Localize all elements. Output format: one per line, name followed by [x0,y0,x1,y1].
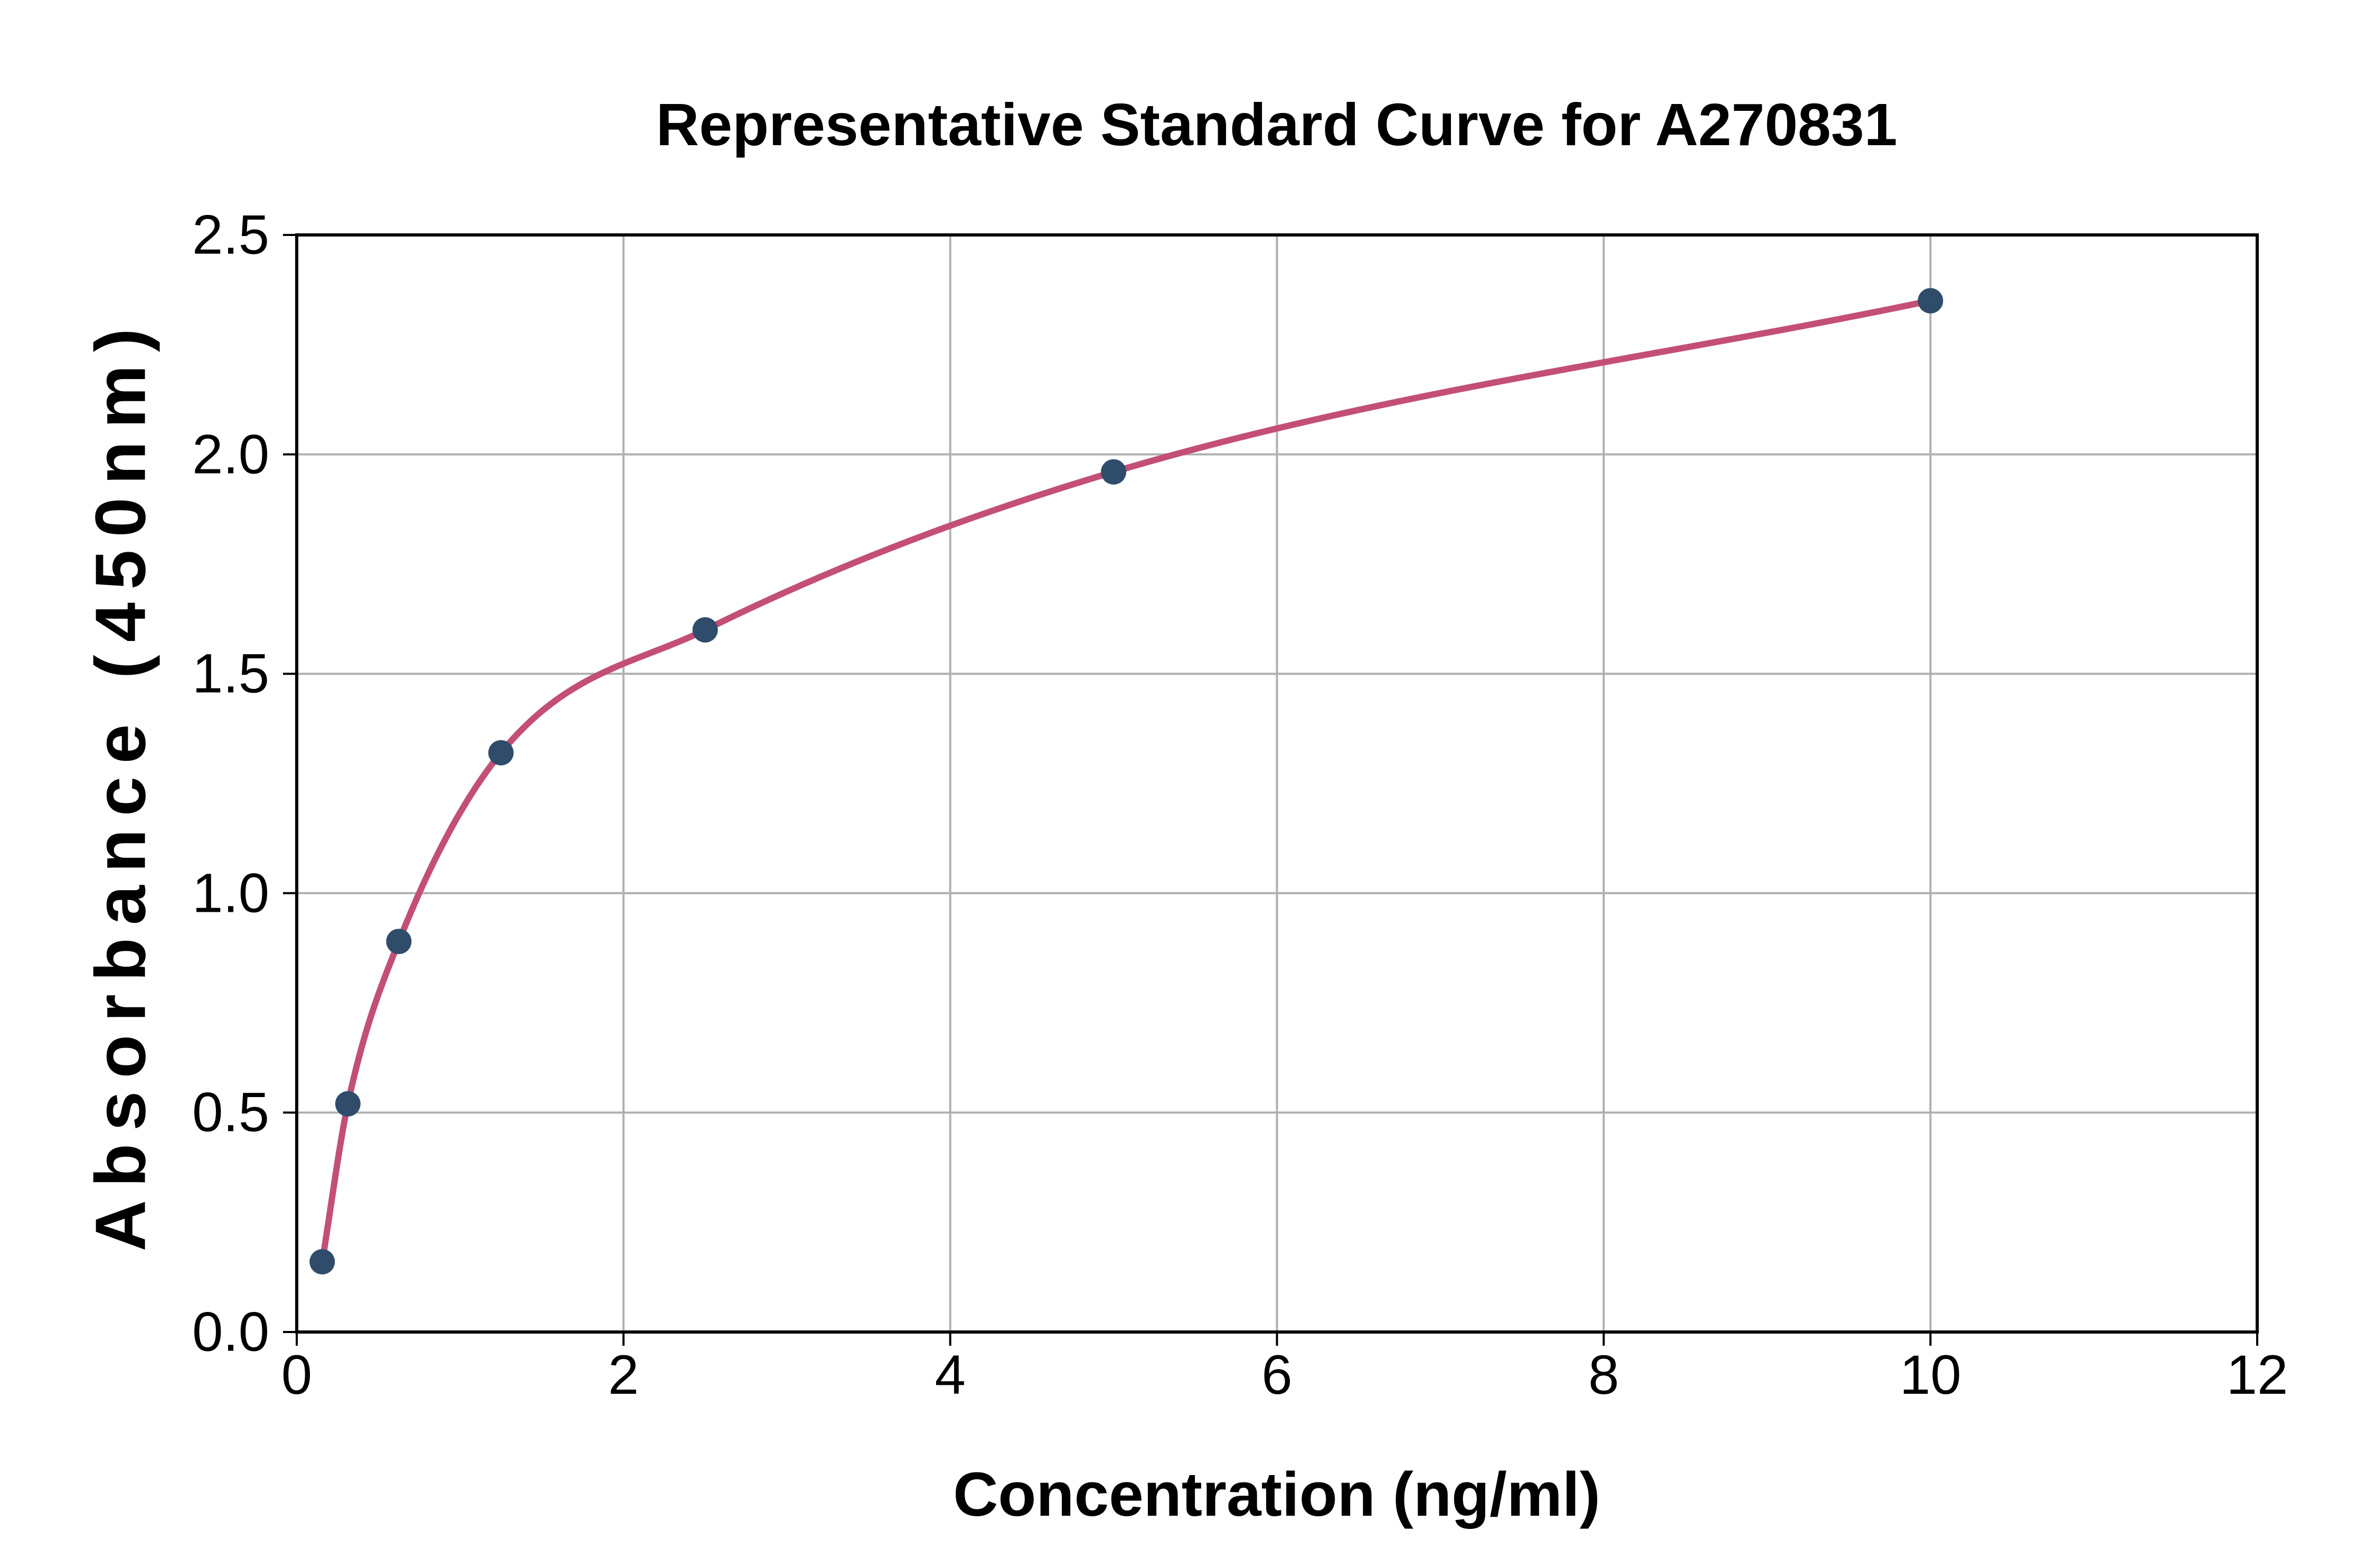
data-point [1918,288,1944,314]
y-tick-label: 0.0 [192,1301,269,1363]
x-tick-label: 4 [935,1344,966,1406]
x-tick-label: 0 [281,1344,313,1406]
x-axis-label: Concentration (ng/ml) [953,1460,1600,1529]
data-point [692,617,718,643]
x-tick-label: 2 [608,1344,639,1406]
plot-border [295,233,2259,1334]
y-tick-label: 2.0 [192,423,269,486]
data-point [1101,459,1127,485]
data-point [309,1249,335,1275]
x-tick-label: 12 [2226,1344,2288,1406]
data-point [386,929,412,955]
y-tick-label: 0.5 [192,1081,269,1144]
x-tick-label: 6 [1261,1344,1293,1406]
x-tick-label: 10 [1899,1344,1962,1406]
chart-title: Representative Standard Curve for A27083… [656,91,1898,158]
data-point [335,1091,361,1117]
fit-curve [319,297,1934,1265]
y-tick-label: 1.5 [192,643,269,705]
y-tick-label: 1.0 [192,862,269,924]
x-tick-label: 8 [1588,1344,1619,1406]
data-point [488,740,514,766]
y-tick-label: 2.5 [192,204,269,266]
